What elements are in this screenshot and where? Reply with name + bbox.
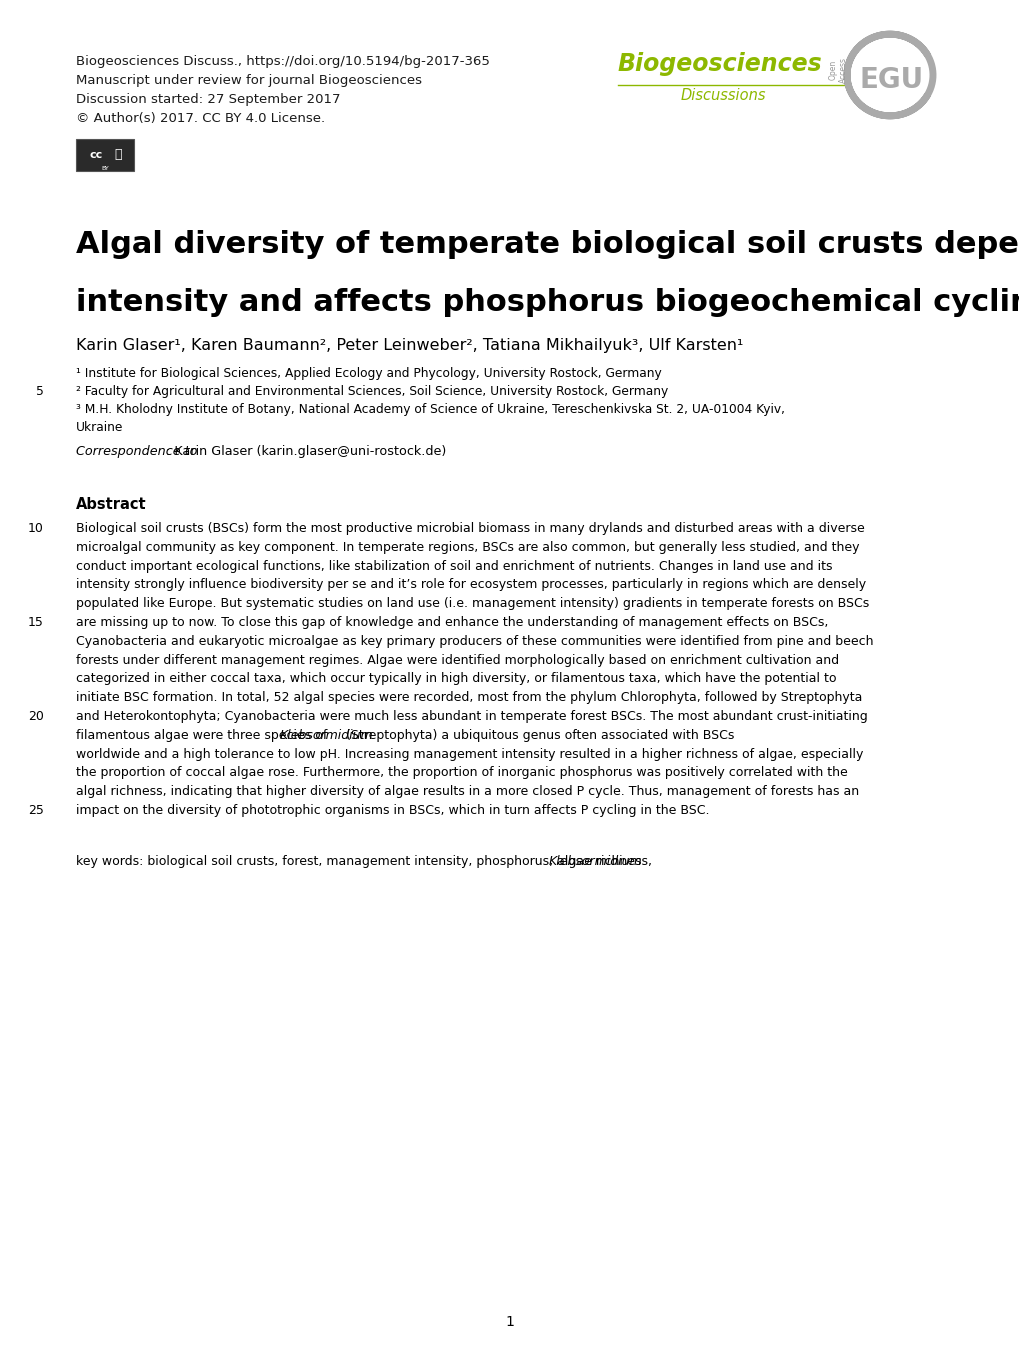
Text: Correspondence to: Correspondence to xyxy=(76,445,198,459)
Text: Discussions: Discussions xyxy=(680,87,765,104)
Text: are missing up to now. To close this gap of knowledge and enhance the understand: are missing up to now. To close this gap… xyxy=(76,616,827,629)
Text: Klebsormidium: Klebsormidium xyxy=(548,855,641,868)
Text: Biogeosciences: Biogeosciences xyxy=(618,52,822,77)
Text: intensity and affects phosphorus biogeochemical cycling: intensity and affects phosphorus biogeoc… xyxy=(76,288,1019,317)
Text: Discussion started: 27 September 2017: Discussion started: 27 September 2017 xyxy=(76,93,340,106)
Text: Biological soil crusts (BSCs) form the most productive microbial biomass in many: Biological soil crusts (BSCs) form the m… xyxy=(76,522,864,535)
Text: categorized in either coccal taxa, which occur typically in high diversity, or f: categorized in either coccal taxa, which… xyxy=(76,672,836,686)
Text: filamentous algae were three species of: filamentous algae were three species of xyxy=(76,729,331,742)
Text: microalgal community as key component. In temperate regions, BSCs are also commo: microalgal community as key component. I… xyxy=(76,541,859,554)
Text: 20: 20 xyxy=(29,710,44,724)
Text: Karin Glaser¹, Karen Baumann², Peter Leinweber², Tatiana Mikhailyuk³, Ulf Karste: Karin Glaser¹, Karen Baumann², Peter Lei… xyxy=(76,338,743,352)
Text: key words: biological soil crusts, forest, management intensity, phosphorus, alg: key words: biological soil crusts, fores… xyxy=(76,855,655,868)
Text: 15: 15 xyxy=(29,616,44,629)
Text: : Karin Glaser (karin.glaser@uni-rostock.de): : Karin Glaser (karin.glaser@uni-rostock… xyxy=(166,445,446,459)
Text: Biogeosciences Discuss., https://doi.org/10.5194/bg-2017-365: Biogeosciences Discuss., https://doi.org… xyxy=(76,55,489,69)
Text: conduct important ecological functions, like stabilization of soil and enrichmen: conduct important ecological functions, … xyxy=(76,560,832,573)
Text: populated like Europe. But systematic studies on land use (i.e. management inten: populated like Europe. But systematic st… xyxy=(76,597,868,611)
Text: Abstract: Abstract xyxy=(76,498,147,512)
Text: (Streptophyta) a ubiquitous genus often associated with BSCs: (Streptophyta) a ubiquitous genus often … xyxy=(342,729,734,742)
Text: 10: 10 xyxy=(29,522,44,535)
Text: intensity strongly influence biodiversity per se and it’s role for ecosystem pro: intensity strongly influence biodiversit… xyxy=(76,578,865,592)
Text: © Author(s) 2017. CC BY 4.0 License.: © Author(s) 2017. CC BY 4.0 License. xyxy=(76,112,325,125)
Text: ⓘ: ⓘ xyxy=(114,148,121,161)
Text: Cyanobacteria and eukaryotic microalgae as key primary producers of these commun: Cyanobacteria and eukaryotic microalgae … xyxy=(76,635,872,648)
Text: cc: cc xyxy=(90,151,103,160)
Text: EGU: EGU xyxy=(859,66,923,94)
Text: the proportion of coccal algae rose. Furthermore, the proportion of inorganic ph: the proportion of coccal algae rose. Fur… xyxy=(76,767,847,779)
Text: Klebsormidium: Klebsormidium xyxy=(279,729,373,742)
Text: Manuscript under review for journal Biogeosciences: Manuscript under review for journal Biog… xyxy=(76,74,422,87)
Bar xyxy=(76,139,133,171)
Text: initiate BSC formation. In total, 52 algal species were recorded, most from the : initiate BSC formation. In total, 52 alg… xyxy=(76,691,861,705)
Text: ¹ Institute for Biological Sciences, Applied Ecology and Phycology, University R: ¹ Institute for Biological Sciences, App… xyxy=(76,367,661,381)
Text: Open
Access: Open Access xyxy=(827,56,847,83)
Text: Algal diversity of temperate biological soil crusts depends on land use: Algal diversity of temperate biological … xyxy=(76,230,1019,260)
Text: and Heterokontophyta; Cyanobacteria were much less abundant in temperate forest : and Heterokontophyta; Cyanobacteria were… xyxy=(76,710,867,724)
Text: Ukraine: Ukraine xyxy=(76,421,123,434)
Text: ² Faculty for Agricultural and Environmental Sciences, Soil Science, University : ² Faculty for Agricultural and Environme… xyxy=(76,385,667,398)
Text: 25: 25 xyxy=(29,804,44,816)
Text: forests under different management regimes. Algae were identified morphologicall: forests under different management regim… xyxy=(76,654,839,667)
Text: 1: 1 xyxy=(505,1315,514,1329)
Text: worldwide and a high tolerance to low pH. Increasing management intensity result: worldwide and a high tolerance to low pH… xyxy=(76,748,862,761)
Text: impact on the diversity of phototrophic organisms in BSCs, which in turn affects: impact on the diversity of phototrophic … xyxy=(76,804,709,816)
Text: BY: BY xyxy=(101,165,109,171)
Text: algal richness, indicating that higher diversity of algae results in a more clos: algal richness, indicating that higher d… xyxy=(76,785,858,798)
Text: ³ M.H. Kholodny Institute of Botany, National Academy of Science of Ukraine, Ter: ³ M.H. Kholodny Institute of Botany, Nat… xyxy=(76,404,785,416)
Text: 5: 5 xyxy=(36,385,44,398)
